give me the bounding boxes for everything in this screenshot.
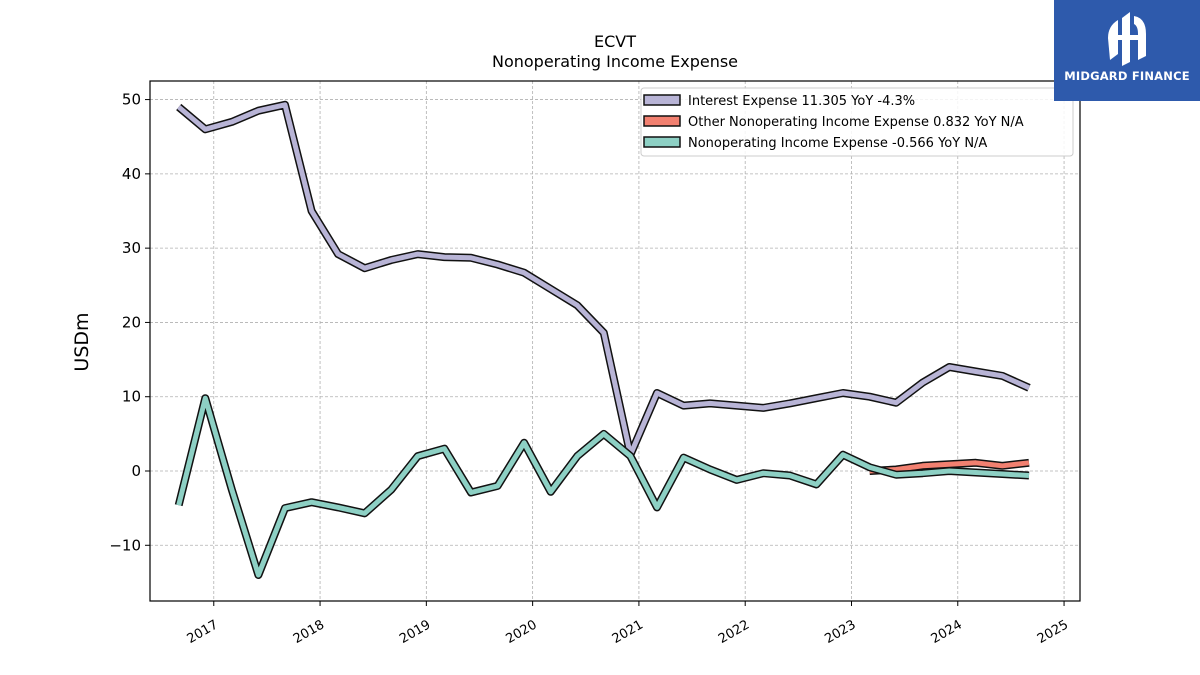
x-tick-label: 2019 [397, 617, 433, 647]
x-tick-label: 2021 [610, 617, 646, 647]
legend-swatch [643, 94, 681, 106]
y-tick-label: 0 [131, 462, 141, 480]
legend-item: Interest Expense 11.305 YoY -4.3% [643, 94, 915, 109]
legend-swatch [643, 115, 681, 127]
series-line [869, 460, 1030, 474]
y-tick-label: 50 [122, 91, 141, 109]
y-tick-label: 20 [122, 313, 141, 331]
x-axis: 2017 2018 2019 2020 2021 2022 2023 2024 2025 [185, 601, 1071, 647]
logo-icon [1108, 12, 1146, 66]
x-tick-label: 2020 [503, 617, 539, 647]
series-2 [869, 458, 1030, 475]
chart-title: ECVT [594, 32, 636, 51]
x-tick-label: 2024 [929, 617, 965, 647]
x-tick-label: 2022 [716, 617, 752, 647]
y-axis-label: USDm [71, 312, 93, 371]
y-tick-label: 30 [122, 239, 141, 257]
series-group [174, 100, 1031, 579]
logo-text: MIDGARD FINANCE [1064, 69, 1190, 83]
y-tick-label: 40 [122, 165, 141, 183]
legend-label: Nonoperating Income Expense -0.566 YoY N… [688, 136, 987, 151]
y-axis: −10 0 10 20 30 40 50 [109, 91, 150, 554]
y-tick-label: −10 [109, 536, 141, 554]
series-1 [176, 100, 1031, 459]
x-tick-label: 2023 [822, 617, 858, 647]
series-line [177, 102, 1031, 458]
chart-subtitle: Nonoperating Income Expense [492, 52, 738, 71]
legend-box [640, 87, 1074, 157]
legend-label: Interest Expense 11.305 YoY -4.3% [688, 94, 915, 109]
brand-logo: MIDGARD FINANCE [1054, 0, 1200, 101]
legend: Interest Expense 11.305 YoY -4.3% Other N… [640, 87, 1074, 157]
series-line-outline [174, 394, 1030, 579]
grid [150, 81, 1080, 601]
plot-frame [149, 80, 1081, 602]
legend-item: Other Nonoperating Income Expense 0.832 … [643, 115, 1024, 130]
legend-swatch [643, 136, 681, 148]
x-tick-label: 2017 [185, 617, 221, 647]
series-3 [174, 394, 1030, 579]
y-tick-label: 10 [122, 388, 141, 406]
legend-label: Other Nonoperating Income Expense 0.832 … [688, 115, 1024, 130]
x-tick-label: 2025 [1035, 617, 1071, 647]
series-line [176, 395, 1030, 578]
legend-item: Nonoperating Income Expense -0.566 YoY N… [643, 136, 987, 151]
x-tick-label: 2018 [291, 617, 327, 647]
series-line-outline [176, 100, 1031, 459]
